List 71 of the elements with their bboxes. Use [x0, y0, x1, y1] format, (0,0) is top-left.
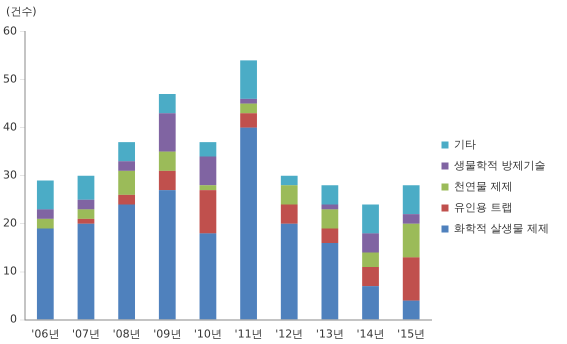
y-tick-label: 20 [2, 216, 17, 230]
bar [402, 224, 420, 258]
x-tick-label: '09년 [153, 327, 182, 340]
bar [240, 128, 257, 320]
bar [36, 209, 54, 219]
bar [321, 209, 338, 229]
bar [321, 185, 338, 205]
bar [78, 209, 94, 219]
bar [402, 185, 420, 214]
bar [280, 204, 298, 224]
x-tick-label: '12년 [275, 327, 304, 340]
bar [118, 194, 136, 205]
bar [78, 176, 94, 200]
bar [362, 204, 379, 234]
y-tick-label: 10 [2, 264, 17, 278]
bar [200, 185, 216, 190]
legend-label: 화학적 살생물 제제 [454, 222, 550, 235]
bar [402, 214, 420, 224]
bar [280, 224, 298, 320]
x-tick-label: '08년 [112, 327, 141, 340]
legend-label: 기타 [454, 138, 476, 151]
bar [200, 233, 216, 320]
bar [240, 98, 257, 104]
y-tick-label: 0 [10, 312, 17, 326]
bar [118, 204, 136, 320]
x-tick-label: '13년 [316, 327, 344, 340]
bar [78, 218, 94, 224]
bar [158, 152, 176, 171]
bar [321, 242, 338, 320]
bar [321, 228, 338, 243]
bar [118, 142, 136, 162]
bar [362, 286, 379, 320]
bar [280, 176, 298, 186]
x-tick-label: '11년 [234, 327, 263, 340]
bar [158, 170, 176, 190]
bar [200, 156, 216, 186]
x-tick-label: '15년 [397, 327, 426, 340]
y-tick-label: 30 [2, 168, 17, 182]
bar [240, 104, 257, 114]
bar [402, 300, 420, 320]
bar [321, 204, 338, 210]
x-tick-label: '14년 [356, 327, 385, 340]
bar [200, 142, 216, 156]
bar [240, 60, 257, 99]
legend-label: 생물학적 방제기술 [454, 158, 546, 172]
bar [36, 180, 54, 210]
bar [158, 94, 176, 114]
bar [362, 252, 379, 267]
bar [118, 161, 136, 171]
bar [362, 233, 379, 253]
bar [158, 190, 176, 320]
bar [78, 224, 94, 320]
bar [36, 218, 54, 229]
x-tick-label: '06년 [31, 327, 60, 340]
bar [240, 113, 257, 128]
x-tick-label: '07년 [72, 327, 100, 340]
legend-label: 천연물 제제 [454, 180, 513, 193]
bar [158, 113, 176, 152]
x-tick-label: '10년 [194, 327, 222, 340]
bar [402, 257, 420, 301]
bar [280, 185, 298, 205]
bar [362, 266, 379, 286]
y-tick-label: 60 [2, 24, 17, 38]
bar [118, 170, 136, 195]
y-axis-title: (건수) [6, 4, 37, 19]
bar [36, 228, 54, 320]
legend-label: 유인용 트랩 [454, 200, 513, 214]
bar [78, 200, 94, 210]
y-tick-label: 50 [2, 72, 17, 86]
y-tick-label: 40 [2, 120, 17, 134]
bar [200, 190, 216, 234]
